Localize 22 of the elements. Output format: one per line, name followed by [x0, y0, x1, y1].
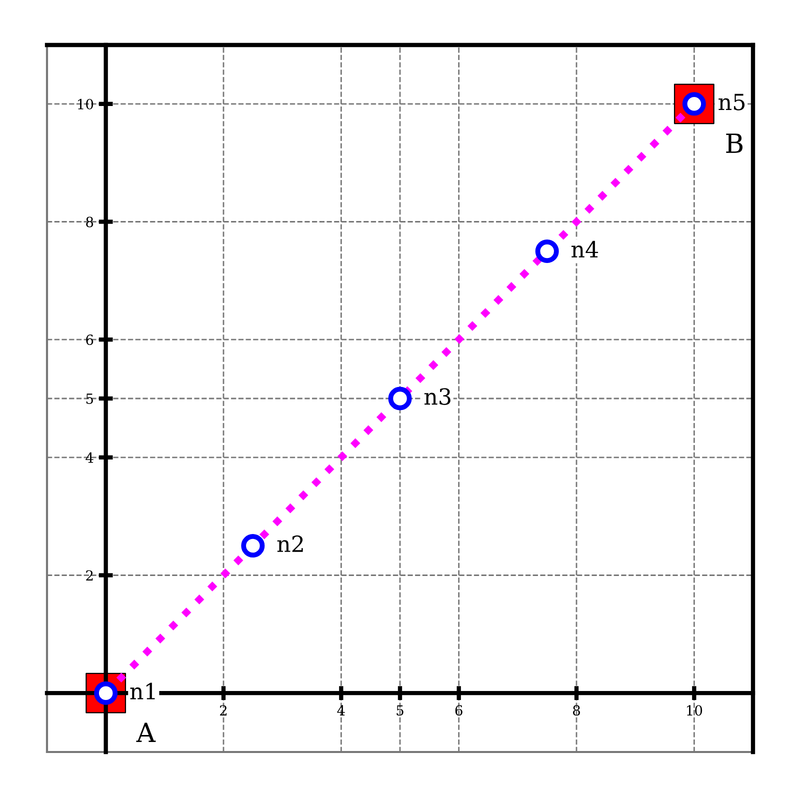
- y-tick-label: 4: [86, 452, 94, 463]
- x-tick-label: 5: [396, 705, 404, 716]
- annotation: n5: [718, 94, 745, 110]
- x-tick-label: 6: [455, 705, 462, 716]
- annotation: B: [726, 134, 743, 153]
- x-tick-label: 8: [573, 705, 580, 716]
- y-tick-label: 2: [86, 570, 93, 581]
- annotation: n4: [571, 240, 598, 258]
- point: [241, 534, 265, 558]
- y-tick-label: 10: [78, 98, 94, 110]
- annotation: n1: [130, 682, 155, 700]
- annotation: n2: [277, 535, 303, 552]
- x-tick-label: 10: [687, 705, 702, 716]
- point: [388, 386, 412, 410]
- annotation: A: [136, 722, 156, 742]
- y-tick-label: 5: [86, 394, 93, 404]
- y-tick-label: 8: [86, 216, 94, 228]
- x-tick-label: 4: [337, 705, 345, 716]
- x-tick-label: 2: [220, 705, 227, 716]
- y-tick-label: 6: [86, 334, 94, 346]
- annotation: n3: [424, 388, 450, 405]
- point: [535, 239, 559, 263]
